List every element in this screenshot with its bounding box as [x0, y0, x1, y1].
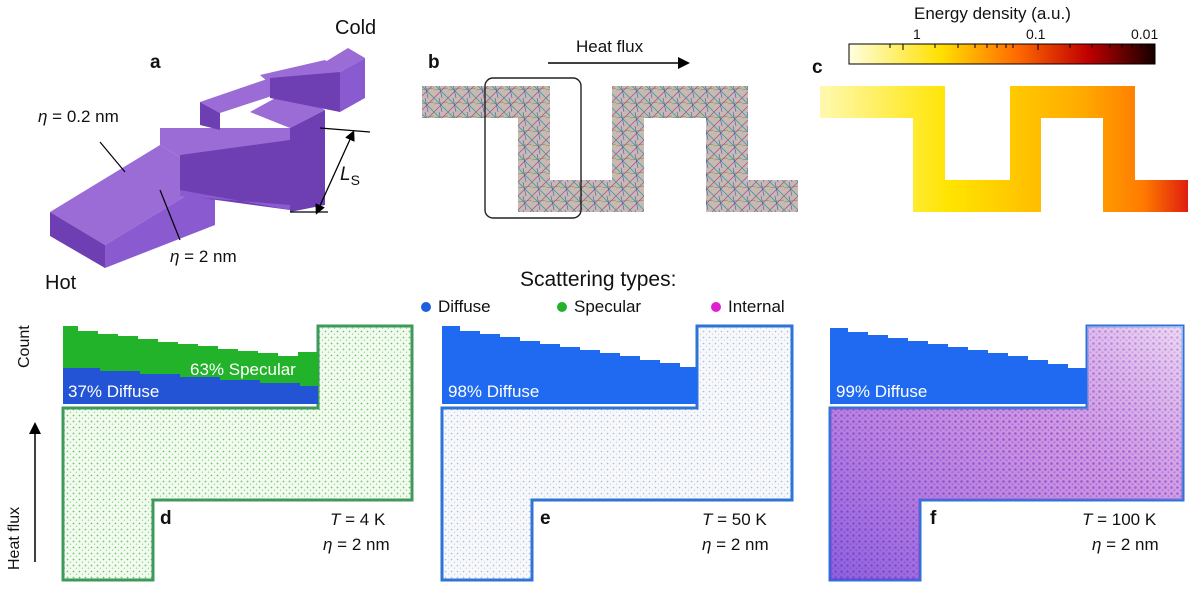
riser-side-face [200, 102, 220, 130]
beam-front-face [105, 178, 215, 268]
beam-top-face [50, 145, 215, 245]
hist-f-diffuse [830, 328, 1087, 404]
heat-flux-label-b: Heat flux [576, 37, 644, 56]
legend-label-diffuse: Diffuse [438, 297, 491, 316]
hist-d-diffuse [63, 368, 318, 404]
nanostructure-3d [50, 48, 365, 268]
specular-pct-d: 63% Specular [190, 360, 296, 379]
beam-end-face [50, 212, 105, 268]
heat-flux-axis-label: Heat flux [6, 506, 23, 570]
panel-letter-e: e [540, 508, 551, 529]
cold-label: Cold [335, 17, 377, 39]
temp-d: T = 4 K [330, 510, 386, 529]
legend-label-specular: Specular [574, 297, 642, 316]
panel-letter-a: a [150, 52, 161, 73]
eta-thin-leader [99, 141, 126, 173]
upper-side-face [290, 110, 325, 212]
colorbar-minor-ticks [889, 44, 1149, 50]
panel-letter-f: f [930, 508, 937, 529]
energy-density-serpentine [820, 86, 1188, 212]
ls-ext-top [319, 127, 371, 133]
legend-title: Scattering types: [520, 268, 677, 291]
diffuse-pct-f: 99% Diffuse [836, 382, 928, 401]
bend-front-face [180, 190, 290, 210]
legend-dot-diffuse [421, 302, 431, 312]
ls-dim-arrow [315, 130, 355, 215]
panel-letter-d: d [160, 508, 172, 529]
count-axis-label: Count [16, 325, 33, 368]
diffuse-pct-e: 98% Diffuse [448, 382, 540, 401]
domain-f-shade [830, 326, 1183, 580]
legend-dot-internal [711, 302, 721, 312]
colorbar [848, 43, 1156, 65]
panel-letter-b: b [428, 52, 440, 73]
colorbar-title: Energy density (a.u.) [914, 4, 1071, 23]
cold-top-face [325, 48, 365, 72]
bend-side-face [180, 140, 290, 210]
colorbar-tick-1: 1 [913, 26, 921, 42]
hot-label: Hot [45, 272, 77, 294]
hist-e-diffuse [442, 326, 697, 404]
cold-front-face [340, 58, 365, 112]
eta-d: η = 2 nm [323, 535, 390, 554]
eta-thick-leader [159, 189, 181, 241]
colorbar-tick-0-01: 0.01 [1131, 26, 1159, 42]
cold-side-face [270, 72, 340, 112]
histogram-d [63, 326, 318, 404]
trajectory-serpentine [422, 86, 798, 212]
eta-thick-label: η = 2 nm [170, 247, 237, 266]
temp-f: T = 100 K [1082, 510, 1157, 529]
panel-letter-c: c [812, 57, 823, 78]
temp-e: T = 50 K [702, 510, 767, 529]
legend-dot-specular [557, 302, 567, 312]
eta-e: η = 2 nm [702, 535, 769, 554]
eta-f: η = 2 nm [1092, 535, 1159, 554]
zoom-box [484, 77, 582, 219]
legend-label-internal: Internal [728, 297, 785, 316]
eta-thin-label: η = 0.2 nm [38, 107, 119, 126]
riser-top-face [200, 78, 290, 113]
ls-label: LS [340, 164, 360, 188]
diffuse-pct-d: 37% Diffuse [68, 382, 160, 401]
colorbar-tick-0-1: 0.1 [1026, 26, 1046, 42]
